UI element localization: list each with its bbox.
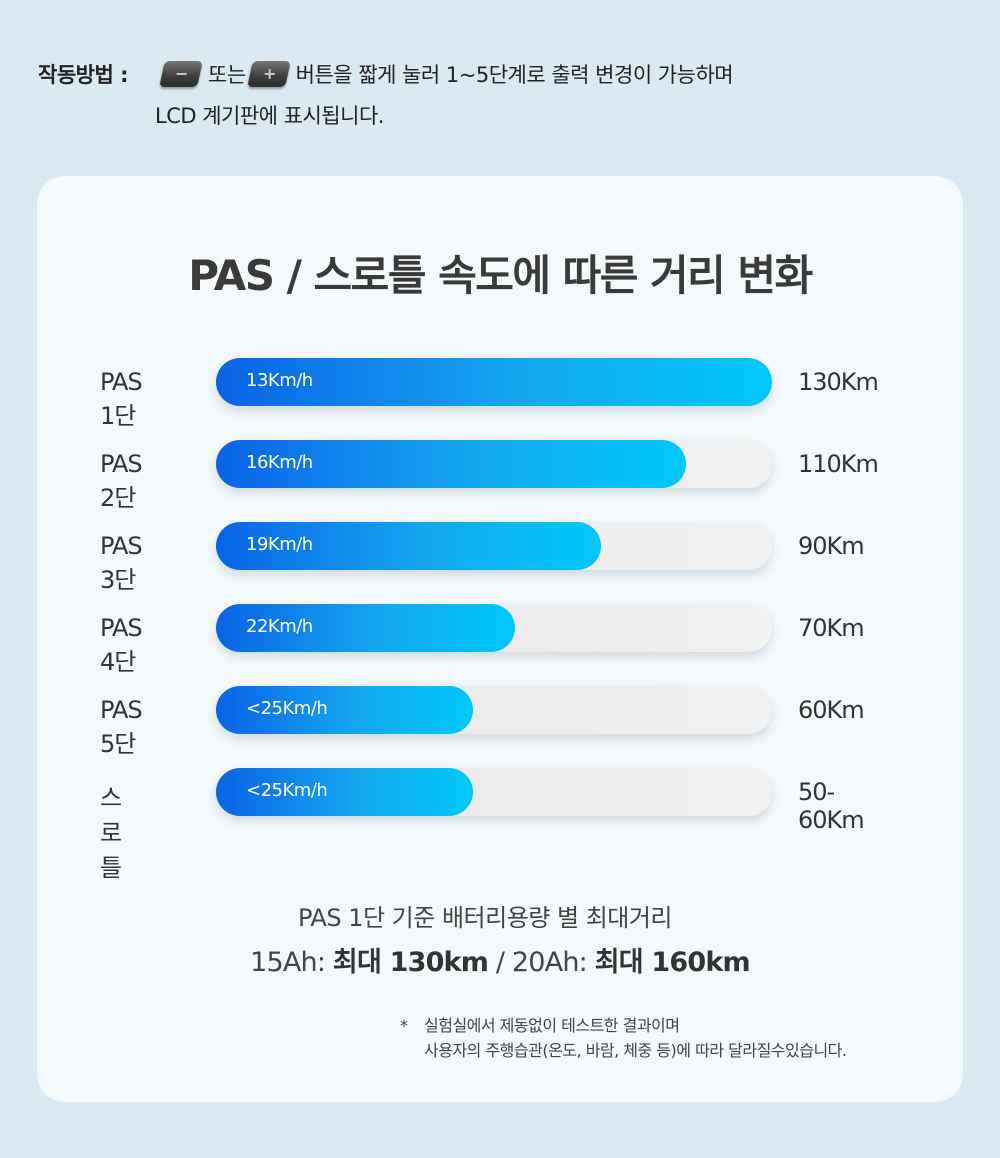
bar: <25Km/h — [216, 686, 473, 734]
bar-track: 16Km/h — [216, 440, 772, 488]
bar: 16Km/h — [216, 440, 686, 488]
footnote-star: * — [400, 1016, 408, 1035]
speed-label: 13Km/h — [246, 370, 313, 391]
footnote: * 실험실에서 제동없이 테스트한 결과이며 사용자의 주행습관(온도, 바람, … — [400, 1013, 847, 1063]
bar: 22Km/h — [216, 604, 515, 652]
distance-label: 110Km — [798, 450, 879, 478]
instructions: 작동방법 : − 또는 + 버튼을 짧게 눌러 1~5단계로 출력 변경이 가능… — [38, 56, 734, 130]
minus-key-icon: − — [159, 61, 203, 87]
category-label: PAS 5단 — [100, 696, 143, 758]
speed-label: 16Km/h — [246, 452, 313, 473]
instructions-line2: LCD 계기판에 표시됩니다. — [155, 104, 384, 128]
speed-label: <25Km/h — [246, 698, 328, 719]
footnote-line1: 실험실에서 제동없이 테스트한 결과이며 — [424, 1016, 680, 1035]
chart-title: PAS / 스로틀 속도에 따른 거리 변화 — [188, 251, 813, 300]
battery-note-heading: PAS 1단 기준 배터리용량 별 최대거리 — [297, 904, 673, 932]
speed-label: 22Km/h — [246, 616, 313, 637]
battery-15ah-label: 15Ah: — [250, 947, 333, 978]
or-text: 또는 — [208, 63, 246, 87]
bar: 19Km/h — [216, 522, 601, 570]
bar-track: 13Km/h — [216, 358, 772, 406]
category-label: PAS 3단 — [100, 532, 143, 594]
bar-track: 22Km/h — [216, 604, 772, 652]
speed-label: 19Km/h — [246, 534, 313, 555]
bar-track: <25Km/h — [216, 686, 772, 734]
instructions-line1: 버튼을 짧게 눌러 1~5단계로 출력 변경이 가능하며 — [295, 63, 734, 87]
speed-label: <25Km/h — [246, 780, 328, 801]
battery-20ah-label: / 20Ah: — [488, 947, 595, 978]
plus-key-icon: + — [246, 61, 291, 87]
distance-label: 70Km — [798, 614, 865, 642]
distance-label: 50-60Km — [798, 778, 865, 834]
distance-label: 60Km — [798, 696, 865, 724]
battery-15ah-value: 최대 130km — [332, 947, 489, 978]
bar-track: <25Km/h — [216, 768, 772, 816]
category-label: PAS 4단 — [100, 614, 143, 676]
battery-20ah-value: 최대 160km — [594, 947, 751, 978]
distance-label: 130Km — [798, 368, 879, 396]
instructions-label: 작동방법 : — [38, 63, 129, 87]
distance-label: 90Km — [798, 532, 865, 560]
bar-track: 19Km/h — [216, 522, 772, 570]
category-label: 스로틀 — [100, 784, 122, 882]
category-label: PAS 1단 — [100, 368, 143, 430]
bar: 13Km/h — [216, 358, 772, 406]
bar: <25Km/h — [216, 768, 473, 816]
category-label: PAS 2단 — [100, 450, 143, 512]
battery-note-values: 15Ah: 최대 130km / 20Ah: 최대 160km — [0, 940, 1000, 979]
footnote-line2: 사용자의 주행습관(온도, 바람, 체중 등)에 따라 달라질수있습니다. — [424, 1041, 847, 1060]
